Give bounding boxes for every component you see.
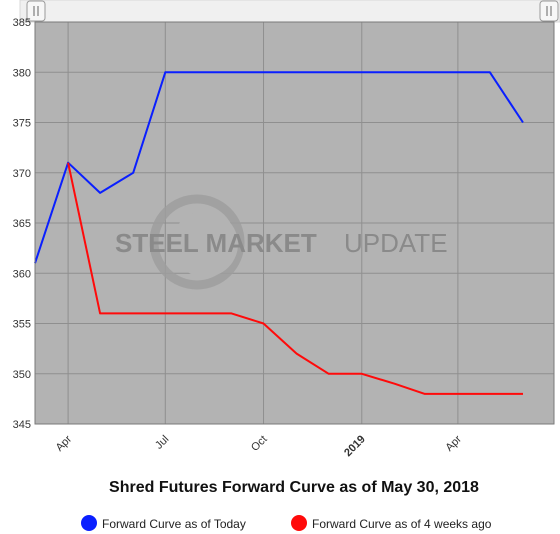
chart-title: Shred Futures Forward Curve as of May 30…: [109, 479, 479, 496]
left-handle-box[interactable]: [26, 0, 46, 22]
y-tick-label: 370: [13, 168, 31, 180]
legend-marker-today: [81, 515, 97, 531]
grip-handle-icon: [33, 6, 39, 16]
x-tick-label: Apr: [443, 433, 464, 454]
y-tick-label: 365: [13, 218, 31, 230]
x-tick-label: Oct: [249, 433, 270, 454]
grip-handle-icon: [546, 6, 552, 16]
series-line-today: [34, 71, 524, 264]
legend-label-4-weeks-ago: Forward Curve as of 4 weeks ago: [312, 517, 492, 531]
legend-item-today[interactable]: Forward Curve as of Today: [81, 515, 246, 531]
y-tick-label: 385: [13, 17, 31, 29]
watermark-text-bold: STEEL MARKET: [115, 228, 317, 258]
navigator-left-handle[interactable]: [26, 0, 46, 22]
navigator-track[interactable]: [19, 0, 560, 23]
y-tick-label: 380: [13, 67, 31, 79]
legend-label-today: Forward Curve as of Today: [102, 517, 246, 531]
x-tick-label: Jul: [153, 433, 171, 451]
watermark-logo: STEEL MARKET UPDATE: [115, 194, 448, 290]
right-handle-box[interactable]: [539, 0, 559, 22]
watermark-swoosh-icon: [149, 194, 245, 290]
y-tick-label: 350: [13, 369, 31, 381]
y-tick-label: 345: [13, 419, 31, 431]
y-axis-tick-labels: 345 350 355 360 365 370 375 380 385: [13, 17, 31, 431]
x-gridlines: [67, 22, 459, 424]
watermark-text-light: UPDATE: [344, 228, 448, 258]
x-axis-tick-labels: Apr Jul Oct 2019 Apr: [54, 433, 465, 459]
plot-frame: [34, 21, 555, 425]
y-tick-label: 375: [13, 118, 31, 130]
legend-item-4-weeks-ago[interactable]: Forward Curve as of 4 weeks ago: [291, 515, 492, 531]
y-tick-label: 360: [13, 268, 31, 280]
y-tick-label: 355: [13, 319, 31, 331]
navigator-right-handle[interactable]: [539, 0, 559, 22]
range-navigator[interactable]: [19, 0, 560, 23]
legend[interactable]: Forward Curve as of Today Forward Curve …: [81, 515, 492, 531]
x-tick-label: Apr: [54, 433, 75, 454]
series-line-4-weeks-ago: [67, 162, 523, 395]
x-tick-label: 2019: [342, 433, 368, 459]
legend-marker-4-weeks-ago: [291, 515, 307, 531]
series-lines: [34, 71, 524, 395]
